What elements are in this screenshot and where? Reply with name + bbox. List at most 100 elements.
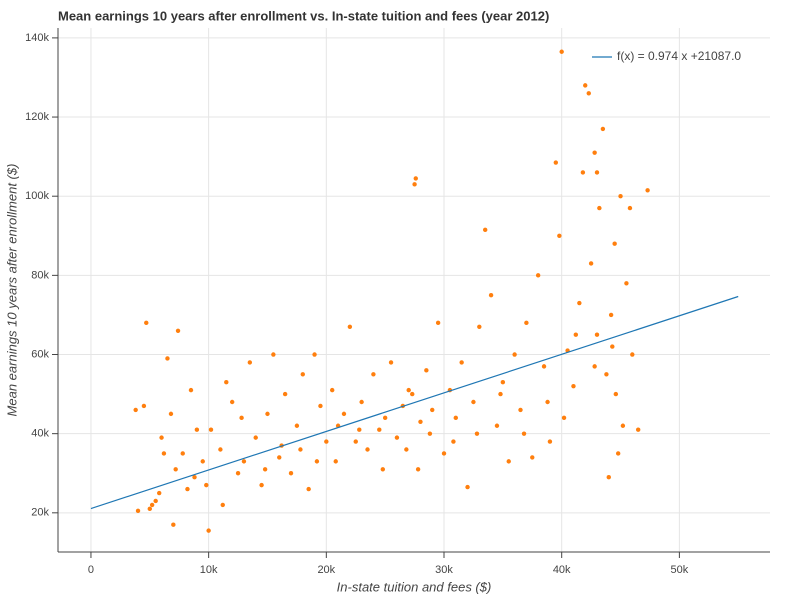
scatter-point: [382, 415, 388, 421]
scatter-point: [341, 411, 347, 417]
scatter-point: [394, 435, 400, 440]
scatter-point: [483, 227, 488, 233]
scatter-point: [239, 415, 244, 421]
scatter-point: [357, 427, 362, 432]
y-tick-label: 20k: [31, 507, 49, 519]
scatter-point: [413, 176, 418, 181]
scatter-point: [388, 360, 394, 365]
scatter-point: [524, 320, 529, 326]
scatter-point: [610, 344, 615, 349]
scatter-point: [241, 459, 247, 464]
scatter-point: [545, 399, 550, 405]
scatter-point: [277, 455, 282, 460]
scatter-point: [512, 352, 517, 357]
scatter-point: [547, 439, 553, 444]
scatter-point: [194, 427, 200, 432]
scatter-point: [580, 170, 586, 175]
scatter-point: [371, 372, 376, 377]
y-tick-label: 120k: [25, 111, 49, 123]
scatter-point: [377, 427, 382, 432]
scatter-point: [235, 471, 241, 476]
scatter-point: [586, 91, 591, 96]
scatter-point: [220, 502, 225, 508]
scatter-point: [135, 508, 141, 514]
scatter-point: [465, 484, 470, 490]
scatter-point: [627, 205, 633, 211]
scatter-point: [592, 150, 597, 155]
scatter-point: [188, 387, 194, 393]
scatter-point: [353, 439, 358, 444]
scatter-point: [333, 459, 338, 464]
scatter-point: [359, 399, 364, 405]
x-tick-label: 10k: [200, 564, 218, 576]
scatter-point: [206, 528, 211, 533]
scatter-point: [594, 170, 600, 175]
scatter-point: [404, 447, 409, 452]
scatter-point: [604, 372, 609, 377]
scatter-point: [500, 380, 506, 385]
scatter-point: [144, 320, 149, 326]
scatter-point: [477, 324, 482, 330]
scatter-point: [410, 391, 415, 397]
y-tick-label: 100k: [25, 190, 49, 202]
scatter-point: [204, 482, 209, 488]
scatter-point: [365, 447, 370, 452]
scatter-point: [185, 486, 190, 492]
scatter-point: [347, 324, 353, 330]
scatter-point: [406, 387, 411, 393]
scatter-point: [200, 459, 205, 464]
scatter-point: [208, 427, 214, 432]
scatter-point: [530, 455, 535, 460]
scatter-point: [624, 281, 629, 286]
scatter-point: [535, 273, 541, 278]
scatter-point: [571, 383, 576, 389]
scatter-point: [380, 467, 386, 472]
scatter-point: [147, 506, 152, 512]
y-tick-label: 60k: [31, 348, 49, 360]
scatter-point: [180, 451, 185, 456]
scatter-point: [494, 423, 500, 428]
scatter-point: [161, 451, 167, 456]
scatter-point: [312, 352, 317, 357]
scatter-point: [435, 320, 441, 326]
scatter-point: [133, 407, 138, 413]
scatter-point: [583, 83, 588, 88]
scatter-point: [588, 261, 594, 266]
scatter-point: [600, 126, 606, 132]
scatter-point: [265, 411, 270, 417]
scatter-point: [165, 356, 170, 361]
scatter-point: [330, 387, 335, 393]
scatter-point: [557, 233, 562, 238]
scatter-point: [218, 447, 223, 452]
scatter-point: [324, 439, 329, 444]
scatter-point: [149, 502, 155, 508]
scatter-point: [171, 522, 176, 527]
scatter-point: [518, 407, 523, 413]
scatter-point: [229, 399, 235, 405]
scatter-point: [224, 380, 229, 385]
scatter-point: [451, 439, 456, 444]
scatter-point: [577, 300, 582, 306]
fit-line: [90, 295, 739, 510]
scatter-point: [521, 431, 527, 436]
scatter-point: [157, 490, 162, 496]
scatter-point: [630, 352, 635, 357]
x-tick-label: 20k: [317, 564, 335, 576]
scatter-point: [597, 205, 602, 211]
scatter-point: [635, 427, 641, 432]
scatter-point: [612, 241, 617, 246]
scatter-point: [506, 459, 511, 464]
scatter-point: [459, 360, 464, 365]
scatter-point: [553, 160, 559, 165]
scatter-point: [159, 435, 164, 440]
y-tick-label: 80k: [31, 269, 49, 281]
scatter-point: [418, 419, 423, 424]
y-tick-label: 140k: [25, 32, 49, 44]
scatter-point: [561, 415, 567, 421]
scatter-point: [471, 399, 476, 405]
scatter-point: [608, 312, 614, 318]
x-tick-label: 0: [88, 564, 94, 576]
scatter-point: [453, 415, 458, 421]
scatter-point: [294, 423, 300, 428]
